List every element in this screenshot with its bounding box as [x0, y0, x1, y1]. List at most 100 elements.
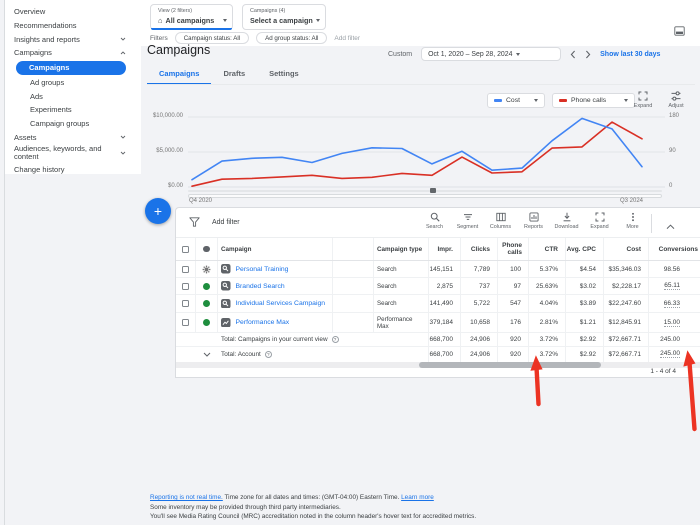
campaign-link[interactable]: Individual Services Campaign — [235, 300, 326, 307]
chart-expand-button[interactable]: Expand — [627, 91, 659, 109]
enabled-status-icon — [203, 319, 210, 326]
campaign-selector-dropdown[interactable]: Campaigns (4) Select a campaign — [242, 4, 326, 30]
column-header-clicks[interactable]: Clicks — [461, 238, 498, 260]
tab-campaigns[interactable]: Campaigns — [147, 64, 212, 85]
date-range-dropdown[interactable]: Oct 1, 2020 – Sep 28, 2024 — [421, 47, 562, 61]
impr-cell: 145,151 — [429, 261, 461, 277]
column-header-ctr[interactable]: CTR — [529, 238, 566, 260]
totals-label: Total: Campaigns in your current view ? — [218, 333, 429, 346]
sidebar-item-overview[interactable]: Overview — [14, 7, 46, 17]
sidebar-item-ad-groups[interactable]: Ad groups — [30, 78, 65, 88]
sidebar-item-insights-and-reports[interactable]: Insights and reports — [6, 32, 140, 46]
table-add-filter-button[interactable]: Add filter — [189, 217, 240, 227]
help-icon[interactable]: ? — [264, 350, 272, 358]
table-row: Branded Search Search 2,875 737 97 25.63… — [176, 278, 700, 295]
column-header-cost[interactable]: Cost — [604, 238, 649, 260]
performance-time-series-chart[interactable] — [145, 110, 700, 205]
clicks-cell: 10,658 — [461, 313, 498, 332]
column-header-blank — [333, 238, 374, 260]
status-column-header[interactable] — [196, 238, 218, 260]
scrollbar-thumb[interactable] — [419, 361, 601, 368]
sidebar-item-campaigns[interactable]: Campaigns — [16, 60, 126, 75]
filter-chip-campaign-status[interactable]: Campaign status: All — [174, 32, 250, 44]
column-header-conversions[interactable]: Conversions — [649, 238, 700, 260]
campaign-link[interactable]: Personal Training — [235, 265, 289, 273]
table-search-button[interactable]: Search — [418, 212, 451, 230]
campaign-link[interactable]: Performance Max — [235, 319, 290, 326]
y-axis-tick-10000: $10,000.00 — [152, 113, 183, 119]
search-campaign-icon — [221, 298, 231, 309]
sidebar-item-change-history[interactable]: Change history — [14, 165, 65, 175]
dropdown-caret-icon — [624, 99, 628, 102]
y-axis-tick-0: $0.00 — [167, 183, 183, 189]
sidebar-item-recommendations[interactable]: Recommendations — [14, 21, 77, 31]
chart-metric-1-dropdown[interactable]: Cost — [487, 93, 545, 108]
chart-metric-2-dropdown[interactable]: Phone calls — [552, 93, 635, 108]
table-more-button[interactable]: More — [616, 212, 649, 230]
column-header-phone-calls[interactable]: Phone calls — [498, 238, 529, 260]
filter-chip-ad-group-status[interactable]: Ad group status: All — [256, 32, 328, 44]
date-next-button[interactable] — [585, 50, 591, 59]
expand-account-total-chevron[interactable] — [196, 347, 218, 362]
table-expand-button[interactable]: Expand — [583, 212, 616, 230]
sidebar-item-campaign-groups[interactable]: Campaign groups — [30, 119, 90, 129]
date-prev-button[interactable] — [570, 50, 576, 59]
campaign-status-enabled[interactable] — [196, 278, 218, 294]
row-checkbox[interactable] — [176, 278, 196, 294]
campaign-status-paused[interactable] — [196, 261, 218, 277]
sidebar-item-assets[interactable]: Assets — [6, 131, 140, 145]
row-checkbox[interactable] — [176, 295, 196, 312]
tab-settings[interactable]: Settings — [269, 69, 299, 78]
add-filter-link[interactable]: Add filter — [334, 34, 361, 42]
row-checkbox[interactable] — [176, 313, 196, 332]
campaign-type-cell: Search — [374, 295, 429, 312]
avg-cpc-cell: $1.21 — [566, 313, 604, 332]
date-range-value: Oct 1, 2020 – Sep 28, 2024 — [428, 50, 513, 58]
footer-line-1: Reporting is not real time. Time zone fo… — [150, 494, 434, 501]
learn-more-link[interactable]: Learn more — [401, 494, 434, 501]
table-row: Performance Max Performance Max 379,184 … — [176, 313, 700, 333]
chart-adjust-button[interactable]: Adjust — [660, 91, 692, 109]
table-columns-button[interactable]: Columns — [484, 212, 517, 230]
filters-bar: Filters Campaign status: All Ad group st… — [150, 32, 360, 44]
tab-drafts[interactable]: Drafts — [223, 69, 246, 78]
pagination-label: 1 - 4 of 4 — [650, 367, 676, 375]
table-segment-button[interactable]: Segment — [451, 212, 484, 230]
y-axis-tick-5000: $5,000.00 — [156, 148, 183, 154]
chart-scrollbar[interactable] — [188, 194, 662, 198]
sidebar-item-campaigns-parent[interactable]: Campaigns — [6, 46, 140, 60]
column-header-impr[interactable]: Impr. — [429, 238, 461, 260]
reporting-link[interactable]: Reporting is not real time. — [150, 494, 223, 501]
table-horizontal-scrollbar[interactable] — [176, 361, 700, 368]
row-checkbox[interactable] — [176, 261, 196, 277]
sidebar-item-ads[interactable]: Ads — [30, 91, 43, 101]
column-header-campaign-type[interactable]: Campaign type — [374, 238, 429, 260]
campaign-type-cell: Search — [374, 261, 429, 277]
view-selector-dropdown[interactable]: View (2 filters) ⌂ All campaigns — [150, 4, 233, 30]
campaign-selector-label: Campaigns (4) — [250, 8, 286, 14]
collapse-table-chevron-up[interactable] — [666, 217, 675, 235]
campaign-status-enabled[interactable] — [196, 295, 218, 312]
avg-cpc-total: $2.92 — [566, 333, 604, 346]
select-all-checkbox[interactable] — [176, 238, 196, 260]
chart-range-slider-handle[interactable] — [430, 187, 436, 193]
phone-calls-total: 920 — [498, 333, 529, 346]
table-reports-button[interactable]: Reports — [517, 212, 550, 230]
campaign-link[interactable]: Branded Search — [235, 282, 285, 290]
campaign-status-enabled[interactable] — [196, 313, 218, 332]
sidebar-item-experiments[interactable]: Experiments — [30, 105, 72, 115]
sidebar-item-audiences-keywords-content[interactable]: Audiences, keywords, and content — [6, 144, 140, 163]
footer-line-3: You'll see Media Rating Council (MRC) ac… — [150, 513, 477, 521]
column-header-avg-cpc[interactable]: Avg. CPC — [566, 238, 604, 260]
expand-icon — [595, 212, 604, 222]
column-header-campaign[interactable]: Campaign — [218, 238, 333, 260]
chart-metric-2-label: Phone calls — [571, 97, 607, 104]
chart-range-slider-track[interactable] — [188, 189, 662, 192]
new-campaign-fab[interactable]: + — [145, 197, 171, 224]
side-panel-icon[interactable] — [674, 23, 685, 41]
show-last-30-days-link[interactable]: Show last 30 days — [600, 50, 661, 58]
conversions-total: 245.00 — [649, 333, 700, 346]
table-download-button[interactable]: Download — [550, 212, 583, 230]
chevron-up-icon — [120, 51, 126, 55]
help-icon[interactable]: ? — [331, 335, 339, 343]
